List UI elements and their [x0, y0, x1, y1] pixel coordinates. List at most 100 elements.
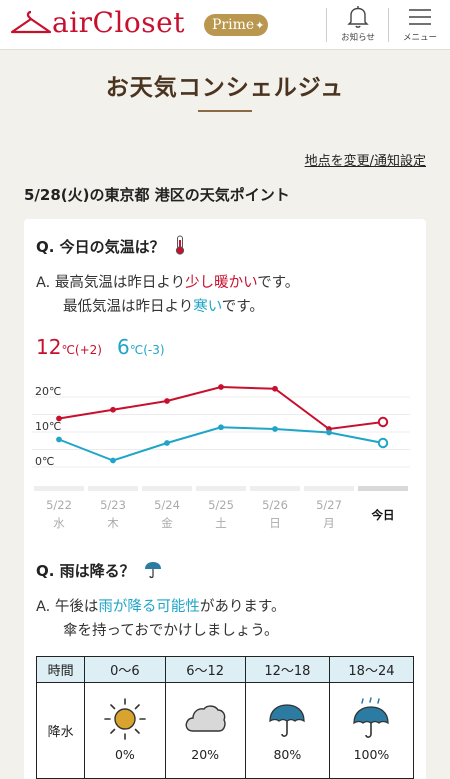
max-temp-point [110, 406, 116, 413]
max-temp-point [164, 398, 170, 404]
umbrella-icon [269, 704, 306, 737]
sparkle-icon: ✦ [255, 19, 265, 32]
temperature-answer-line2: 最低気温は昨日より寒いです。 [36, 295, 299, 319]
title-underline [198, 110, 252, 112]
weather-card: Q. 今日の気温は？ A. 最高気温は昨日より少し暖かいです。 最低気温は昨日よ… [24, 219, 426, 779]
min-temp-value: 6 [117, 335, 130, 359]
precip-value: 20% [191, 747, 220, 762]
day-bar [34, 486, 84, 491]
max-temp-value: 12 [36, 335, 62, 359]
header-divider [326, 8, 327, 42]
answer-highlight-cool: 寒い [193, 299, 222, 315]
rain-question: Q. 雨は降る？ [36, 560, 162, 581]
weekday-label: 金 [161, 516, 173, 530]
precip-cell: 20% [164, 682, 246, 779]
hanger-logo-icon [10, 10, 52, 34]
day-bar [304, 486, 354, 491]
x-tick-label: 5/26 [262, 498, 288, 512]
brand-logo[interactable]: airCloset [52, 6, 185, 39]
weekday-label: 土 [215, 516, 227, 530]
hamburger-icon [409, 9, 431, 25]
min-temp-point [272, 426, 278, 432]
time-slot-header: 18〜24 [328, 656, 415, 683]
answer-prefix: A. [36, 275, 55, 291]
time-slot-header: 0〜6 [84, 656, 166, 683]
precip-value: 80% [273, 747, 302, 762]
temperature-question: Q. 今日の気温は？ [36, 235, 186, 257]
min-temp-point [377, 437, 389, 449]
max-temp-point [377, 416, 389, 428]
min-temp-point [326, 429, 332, 436]
max-temp-point [56, 415, 62, 422]
day-bar [88, 486, 138, 491]
time-header: 時間 [35, 656, 86, 683]
header-divider [388, 8, 389, 42]
weekday-label: 水 [53, 516, 65, 530]
rain-answer-line2: 傘を持っておでかけしましょう。 [63, 623, 279, 639]
menu-button[interactable]: メニュー [389, 0, 450, 50]
answer-prefix: A. [36, 599, 55, 615]
precip-cell: 80% [244, 682, 330, 779]
page-title: お天気コンシェルジュ [105, 75, 345, 101]
notice-button[interactable]: お知らせ [327, 0, 389, 50]
x-tick-label: 5/23 [100, 498, 126, 512]
rain-answer-line1: A. 午後は雨が降る可能性があります。 [36, 595, 285, 619]
time-slot-header: 12〜18 [244, 656, 330, 683]
y-tick-label: 0℃ [35, 455, 54, 468]
rain-question-text: Q. 雨は降る？ [36, 562, 135, 580]
answer-text: 最高気温は昨日より [54, 275, 186, 291]
x-tick-label: 5/22 [46, 498, 72, 512]
notice-label: お知らせ [341, 33, 375, 43]
x-tick-label: 5/24 [154, 498, 180, 512]
x-tick-label: 5/25 [208, 498, 234, 512]
max-temp-point [272, 385, 278, 392]
answer-text: 最低気温は昨日より [63, 299, 194, 315]
precip-value: 0% [114, 747, 135, 762]
rain-table: 時間 0〜6 6〜12 12〜18 18〜24 降水 0% [35, 656, 415, 779]
answer-highlight-warm: 少し暖かい [185, 275, 258, 291]
min-temperature: 6℃(-3) [117, 335, 165, 359]
answer-highlight-rain: 雨が降る可能性 [98, 599, 200, 615]
rain-table-row: 降水 0% 20% [35, 682, 415, 779]
cloud-icon [185, 705, 226, 732]
prime-label: Prime [212, 17, 255, 33]
max-temperature: 12℃(+2) [36, 335, 102, 359]
min-temp-point [110, 457, 116, 464]
change-location-link[interactable]: 地点を変更/通知設定 [304, 154, 426, 169]
y-tick-label: 10℃ [35, 420, 61, 433]
umbrella-icon [144, 562, 161, 579]
x-tick-label: 5/27 [316, 498, 342, 512]
weekday-label: 木 [107, 516, 119, 530]
answer-text: です。 [221, 299, 264, 315]
today-bar [358, 486, 408, 491]
min-temp-unit: ℃(-3) [129, 343, 165, 357]
temperature-question-text: Q. 今日の気温は？ [36, 238, 165, 256]
min-temp-point [164, 440, 170, 446]
day-bar [142, 486, 192, 491]
precip-value: 100% [353, 747, 390, 762]
time-slot-header: 6〜12 [164, 656, 246, 683]
day-bar [250, 486, 300, 491]
prime-badge: Prime✦ [204, 14, 268, 36]
max-temp-line [58, 385, 384, 431]
temperature-answer: A. 最高気温は昨日より少し暖かいです。 最低気温は昨日より寒いです。 [36, 271, 299, 319]
precipitation-label: 降水 [35, 682, 86, 779]
sun-icon [104, 698, 146, 740]
max-temp-unit: ℃(+2) [61, 343, 102, 357]
rain-table-header-row: 時間 0〜6 6〜12 12〜18 18〜24 [35, 656, 415, 683]
x-tick-label: 今日 [371, 508, 395, 522]
temperature-chart: 20℃ 10℃ 0℃ 5/22 水 5/23 木 5/24 金 5/25 土 5/26 日 5/27 月 今日 [32, 384, 410, 530]
answer-text: 午後は [54, 599, 99, 615]
temperature-answer-line1: A. 最高気温は昨日より少し暖かいです。 [36, 271, 299, 295]
weekday-label: 日 [269, 516, 281, 530]
umbrella-rain-icon [353, 697, 390, 738]
day-bar [196, 486, 246, 491]
answer-text: があります。 [199, 599, 286, 615]
min-temp-point [218, 424, 224, 431]
answer-text: です。 [257, 275, 300, 291]
menu-label: メニュー [402, 33, 437, 43]
precip-cell: 100% [328, 682, 415, 779]
location-title: 5/28(火)の東京都 港区の天気ポイント [24, 186, 290, 204]
max-temp-point [218, 384, 224, 390]
app-header: airCloset Prime✦ お知らせ メニュー [0, 0, 450, 50]
